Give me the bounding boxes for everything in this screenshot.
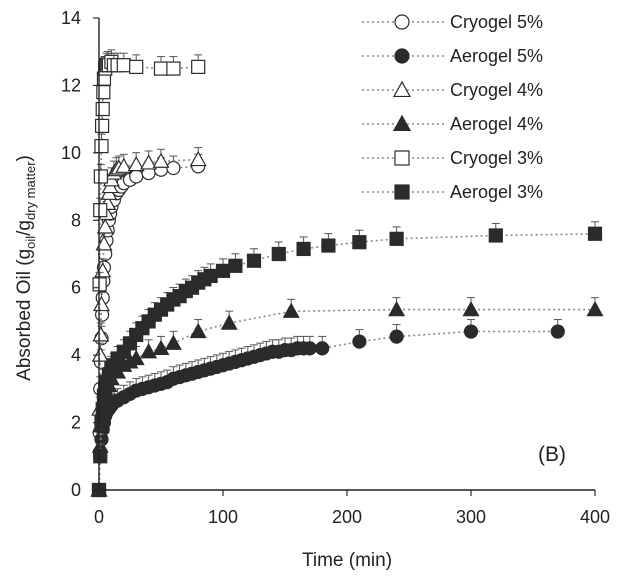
legend-marker xyxy=(394,184,410,200)
legend-item: Aerogel 5% xyxy=(362,46,543,66)
legend-marker xyxy=(394,14,410,30)
data-point xyxy=(92,295,110,312)
y-axis-title-part: Absorbed Oil (g xyxy=(14,249,35,381)
data-point xyxy=(191,59,206,74)
data-point xyxy=(152,339,170,355)
data-point xyxy=(463,324,479,339)
legend-item: Cryogel 3% xyxy=(362,148,543,168)
data-point xyxy=(115,157,133,173)
data-point xyxy=(116,58,131,73)
data-point xyxy=(220,314,238,330)
data-point xyxy=(93,203,108,218)
series-line xyxy=(98,308,595,491)
data-point xyxy=(127,155,145,172)
data-point xyxy=(228,258,243,273)
data-point xyxy=(315,341,330,356)
data-point xyxy=(352,235,367,250)
legend-marker xyxy=(394,48,410,64)
y-tick-label: 14 xyxy=(61,8,81,28)
y-tick-label: 10 xyxy=(61,143,81,163)
y-tick-label: 2 xyxy=(71,413,81,433)
x-tick-label: 0 xyxy=(94,507,104,527)
data-point xyxy=(462,300,480,317)
data-point xyxy=(92,326,110,342)
data-point xyxy=(215,263,231,278)
y-axis-title: Absorbed Oil (goil/gdry matter) xyxy=(14,155,38,381)
data-point xyxy=(127,349,145,366)
x-tick-label: 400 xyxy=(580,507,610,527)
y-tick-label: 6 xyxy=(71,278,81,298)
data-point xyxy=(95,101,110,117)
legend-marker xyxy=(394,150,410,166)
x-tick-label: 200 xyxy=(332,507,362,527)
data-point xyxy=(586,300,604,317)
data-point xyxy=(587,226,603,241)
data-point xyxy=(488,228,503,243)
legend-item: Cryogel 4% xyxy=(362,80,543,100)
y-axis-title-part: ) xyxy=(14,155,35,161)
ticks: 0 100 200 300 400 0 2 4 6 8 10 12 14 xyxy=(61,8,610,527)
data-point xyxy=(153,61,169,76)
data-point xyxy=(389,329,404,344)
data-point xyxy=(296,241,311,257)
legend-item: Aerogel 3% xyxy=(362,182,543,202)
legend-label: Aerogel 4% xyxy=(450,114,543,134)
plot-area xyxy=(90,49,604,498)
data-point xyxy=(189,322,207,339)
data-point xyxy=(96,218,114,234)
legend-item: Aerogel 4% xyxy=(362,114,543,134)
data-point xyxy=(91,346,109,362)
data-point xyxy=(321,238,336,253)
y-tick-label: 12 xyxy=(61,75,81,95)
y-tick-label: 8 xyxy=(71,210,81,230)
legend-label: Cryogel 4% xyxy=(450,80,543,100)
data-point xyxy=(166,61,181,76)
legend-label: Aerogel 3% xyxy=(450,182,543,202)
legend-marker xyxy=(392,114,412,132)
panel-label: (B) xyxy=(538,443,566,466)
data-point xyxy=(166,160,181,176)
y-axis-title-subscript: oil xyxy=(23,236,38,249)
legend-label: Cryogel 5% xyxy=(450,12,543,32)
y-axis-title-subscript: dry matter xyxy=(23,161,38,220)
y-tick-label: 4 xyxy=(71,345,81,365)
data-point xyxy=(152,152,170,168)
y-axis-title-part: /g xyxy=(14,220,35,236)
data-point xyxy=(95,401,110,417)
y-tick-label: 0 xyxy=(71,480,81,500)
data-point xyxy=(93,169,108,184)
data-point xyxy=(140,154,158,170)
x-axis-title: Time (min) xyxy=(302,550,392,571)
legend-marker xyxy=(392,80,412,98)
data-point xyxy=(302,341,317,356)
data-point xyxy=(352,334,367,349)
data-point xyxy=(389,231,404,246)
data-point xyxy=(246,253,262,268)
data-point xyxy=(282,302,300,318)
data-point xyxy=(189,150,207,167)
legend: Cryogel 5% Aerogel 5% Cryogel 4% Aerogel 4%… xyxy=(362,12,543,202)
data-point xyxy=(129,59,144,74)
data-point xyxy=(93,449,108,464)
legend-label: Aerogel 5% xyxy=(450,46,543,66)
data-point xyxy=(140,343,158,359)
x-tick-label: 100 xyxy=(208,507,238,527)
data-point xyxy=(94,118,110,133)
series-6 xyxy=(91,221,603,498)
legend-label: Cryogel 3% xyxy=(450,148,543,168)
data-point xyxy=(550,324,565,339)
data-point xyxy=(388,300,406,317)
data-point xyxy=(271,246,286,262)
data-point xyxy=(94,139,109,154)
data-point xyxy=(164,334,182,350)
data-point xyxy=(203,268,218,284)
legend-item: Cryogel 5% xyxy=(362,12,543,32)
x-tick-label: 300 xyxy=(456,507,486,527)
